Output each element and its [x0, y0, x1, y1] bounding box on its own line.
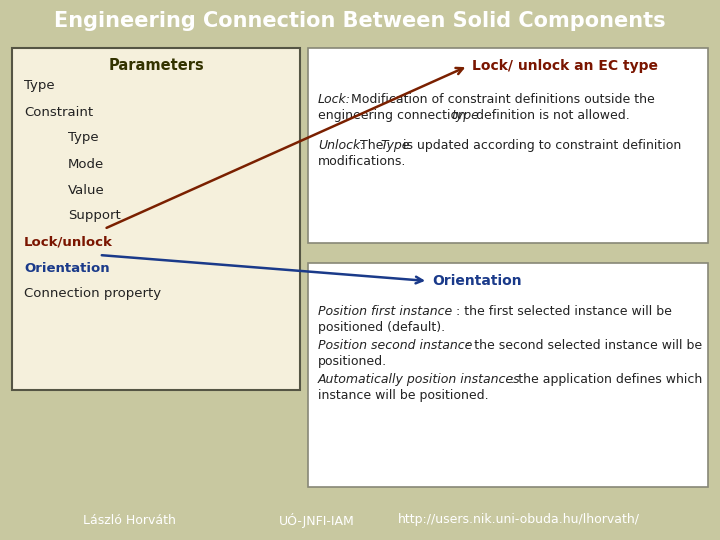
Text: Type: Type	[380, 139, 410, 152]
Text: Support: Support	[68, 210, 121, 222]
Text: positioned (default).: positioned (default).	[318, 321, 445, 334]
Text: definition is not allowed.: definition is not allowed.	[476, 109, 630, 122]
Text: http://users.nik.uni-obuda.hu/lhorvath/: http://users.nik.uni-obuda.hu/lhorvath/	[397, 514, 639, 526]
Text: engineering connection: engineering connection	[318, 109, 466, 122]
Text: Position first instance: Position first instance	[318, 305, 452, 318]
Text: type: type	[451, 109, 479, 122]
Text: The: The	[360, 139, 383, 152]
Text: Lock/ unlock an EC type: Lock/ unlock an EC type	[472, 59, 658, 73]
Text: Modification of constraint definitions outside the: Modification of constraint definitions o…	[351, 93, 654, 106]
Text: Orientation: Orientation	[432, 274, 521, 288]
Bar	[308, 48, 708, 243]
Text: : the first selected instance will be: : the first selected instance will be	[456, 305, 672, 318]
Text: instance will be positioned.: instance will be positioned.	[318, 389, 489, 402]
Text: Engineering Connection Between Solid Components: Engineering Connection Between Solid Com…	[54, 11, 666, 31]
Text: Unlock:: Unlock:	[318, 139, 364, 152]
Text: Lock/unlock: Lock/unlock	[24, 235, 113, 248]
Text: : the application defines which: : the application defines which	[510, 373, 702, 386]
Text: : the second selected instance will be: : the second selected instance will be	[466, 339, 702, 352]
Bar	[12, 48, 300, 390]
Text: Value: Value	[68, 184, 104, 197]
Text: is updated according to constraint definition: is updated according to constraint defin…	[403, 139, 681, 152]
Text: Lock:: Lock:	[318, 93, 351, 106]
Text: Mode: Mode	[68, 158, 104, 171]
Text: László Horváth: László Horváth	[84, 514, 176, 526]
Text: Automatically position instances: Automatically position instances	[318, 373, 521, 386]
Bar	[308, 263, 708, 487]
Text: Position second instance: Position second instance	[318, 339, 472, 352]
Text: modifications.: modifications.	[318, 155, 406, 168]
Text: Type: Type	[24, 79, 55, 92]
Text: Constraint: Constraint	[24, 105, 93, 118]
Text: positioned.: positioned.	[318, 355, 387, 368]
Text: Parameters: Parameters	[108, 57, 204, 72]
Text: Connection property: Connection property	[24, 287, 161, 300]
Text: Orientation: Orientation	[24, 261, 109, 274]
Text: Type: Type	[68, 132, 99, 145]
Text: UÓ-JNFI-IAM: UÓ-JNFI-IAM	[279, 512, 355, 528]
